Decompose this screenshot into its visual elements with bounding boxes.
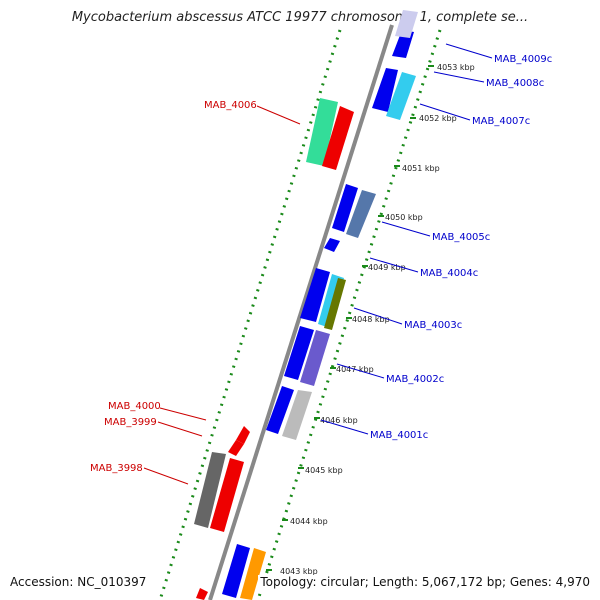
label-leaders-left <box>143 105 301 485</box>
accession-text: Accession: NC_010397 <box>8 575 149 589</box>
tick-label: 4050 kbp <box>385 213 423 222</box>
gene-arrow[interactable] <box>194 452 226 528</box>
leader-line <box>320 419 369 435</box>
gene-arrow[interactable] <box>395 10 418 38</box>
gene-arrow[interactable] <box>322 106 354 170</box>
leader-line <box>157 421 203 437</box>
tick-label: 4044 kbp <box>290 517 328 526</box>
gene-arrow[interactable] <box>196 588 208 600</box>
leader-line <box>143 467 189 485</box>
tick-marks <box>266 65 434 571</box>
gene-label-mab-4006: MAB_4006 <box>204 100 257 111</box>
gene-labels-left[interactable]: MAB_4006 MAB_4000 MAB_3999 MAB_3998 <box>90 100 257 474</box>
summary-text: Topology: circular; Length: 5,067,172 bp… <box>258 575 592 589</box>
gene-arrow[interactable] <box>324 278 346 330</box>
leader-line <box>445 43 493 59</box>
gene-arrow[interactable] <box>222 544 250 598</box>
gene-arrow[interactable] <box>324 238 340 252</box>
tick-label: 4053 kbp <box>437 63 475 72</box>
gene-arrow[interactable] <box>386 72 416 120</box>
tick-label: 4049 kbp <box>368 263 406 272</box>
gene-arrow[interactable] <box>282 390 312 440</box>
gene-label-mab-4003c: MAB_4003c <box>404 320 462 331</box>
gene-label-mab-3999: MAB_3999 <box>104 417 157 428</box>
gene-label-mab-4007c: MAB_4007c <box>472 116 530 127</box>
gene-label-mab-4009c: MAB_4009c <box>494 54 552 65</box>
gene-arrow[interactable] <box>306 98 338 166</box>
leader-line <box>419 103 471 121</box>
leader-line <box>369 257 419 273</box>
leader-line <box>381 221 431 237</box>
tick-label: 4046 kbp <box>320 416 358 425</box>
leader-line <box>159 407 207 421</box>
gene-label-mab-4000: MAB_4000 <box>108 401 161 412</box>
gene-label-mab-4004c: MAB_4004c <box>420 268 478 279</box>
label-leaders-right <box>320 43 493 435</box>
gene-label-mab-4005c: MAB_4005c <box>432 232 490 243</box>
gene-label-mab-4008c: MAB_4008c <box>486 78 544 89</box>
gene-bars[interactable] <box>194 10 418 600</box>
gene-arrow[interactable] <box>284 326 314 380</box>
gene-arrow[interactable] <box>266 386 294 434</box>
tick-label: 4045 kbp <box>305 466 343 475</box>
gene-arrow[interactable] <box>300 330 330 386</box>
gene-arrow[interactable] <box>300 268 330 322</box>
gene-label-mab-3998: MAB_3998 <box>90 463 143 474</box>
gene-labels-right[interactable]: MAB_4009c MAB_4008c MAB_4007c MAB_4005c … <box>370 54 552 441</box>
leader-line <box>433 71 485 83</box>
gene-arrow[interactable] <box>228 440 244 456</box>
gene-arrow[interactable] <box>346 190 376 238</box>
leader-line <box>336 363 385 379</box>
leader-line <box>353 307 403 325</box>
gene-arrow[interactable] <box>332 184 358 232</box>
gene-arrow[interactable] <box>372 68 398 112</box>
tick-label: 4052 kbp <box>419 114 457 123</box>
leader-line <box>256 105 301 125</box>
tick-label: 4051 kbp <box>402 164 440 173</box>
backbone <box>208 24 394 600</box>
tick-label: 4048 kbp <box>352 315 390 324</box>
gene-arrow[interactable] <box>240 548 266 600</box>
gene-label-mab-4001c: MAB_4001c <box>370 430 428 441</box>
gene-label-mab-4002c: MAB_4002c <box>386 374 444 385</box>
tick-label: 4043 kbp <box>280 567 318 576</box>
gene-arrow[interactable] <box>236 426 250 444</box>
gene-arrow[interactable] <box>210 458 244 532</box>
